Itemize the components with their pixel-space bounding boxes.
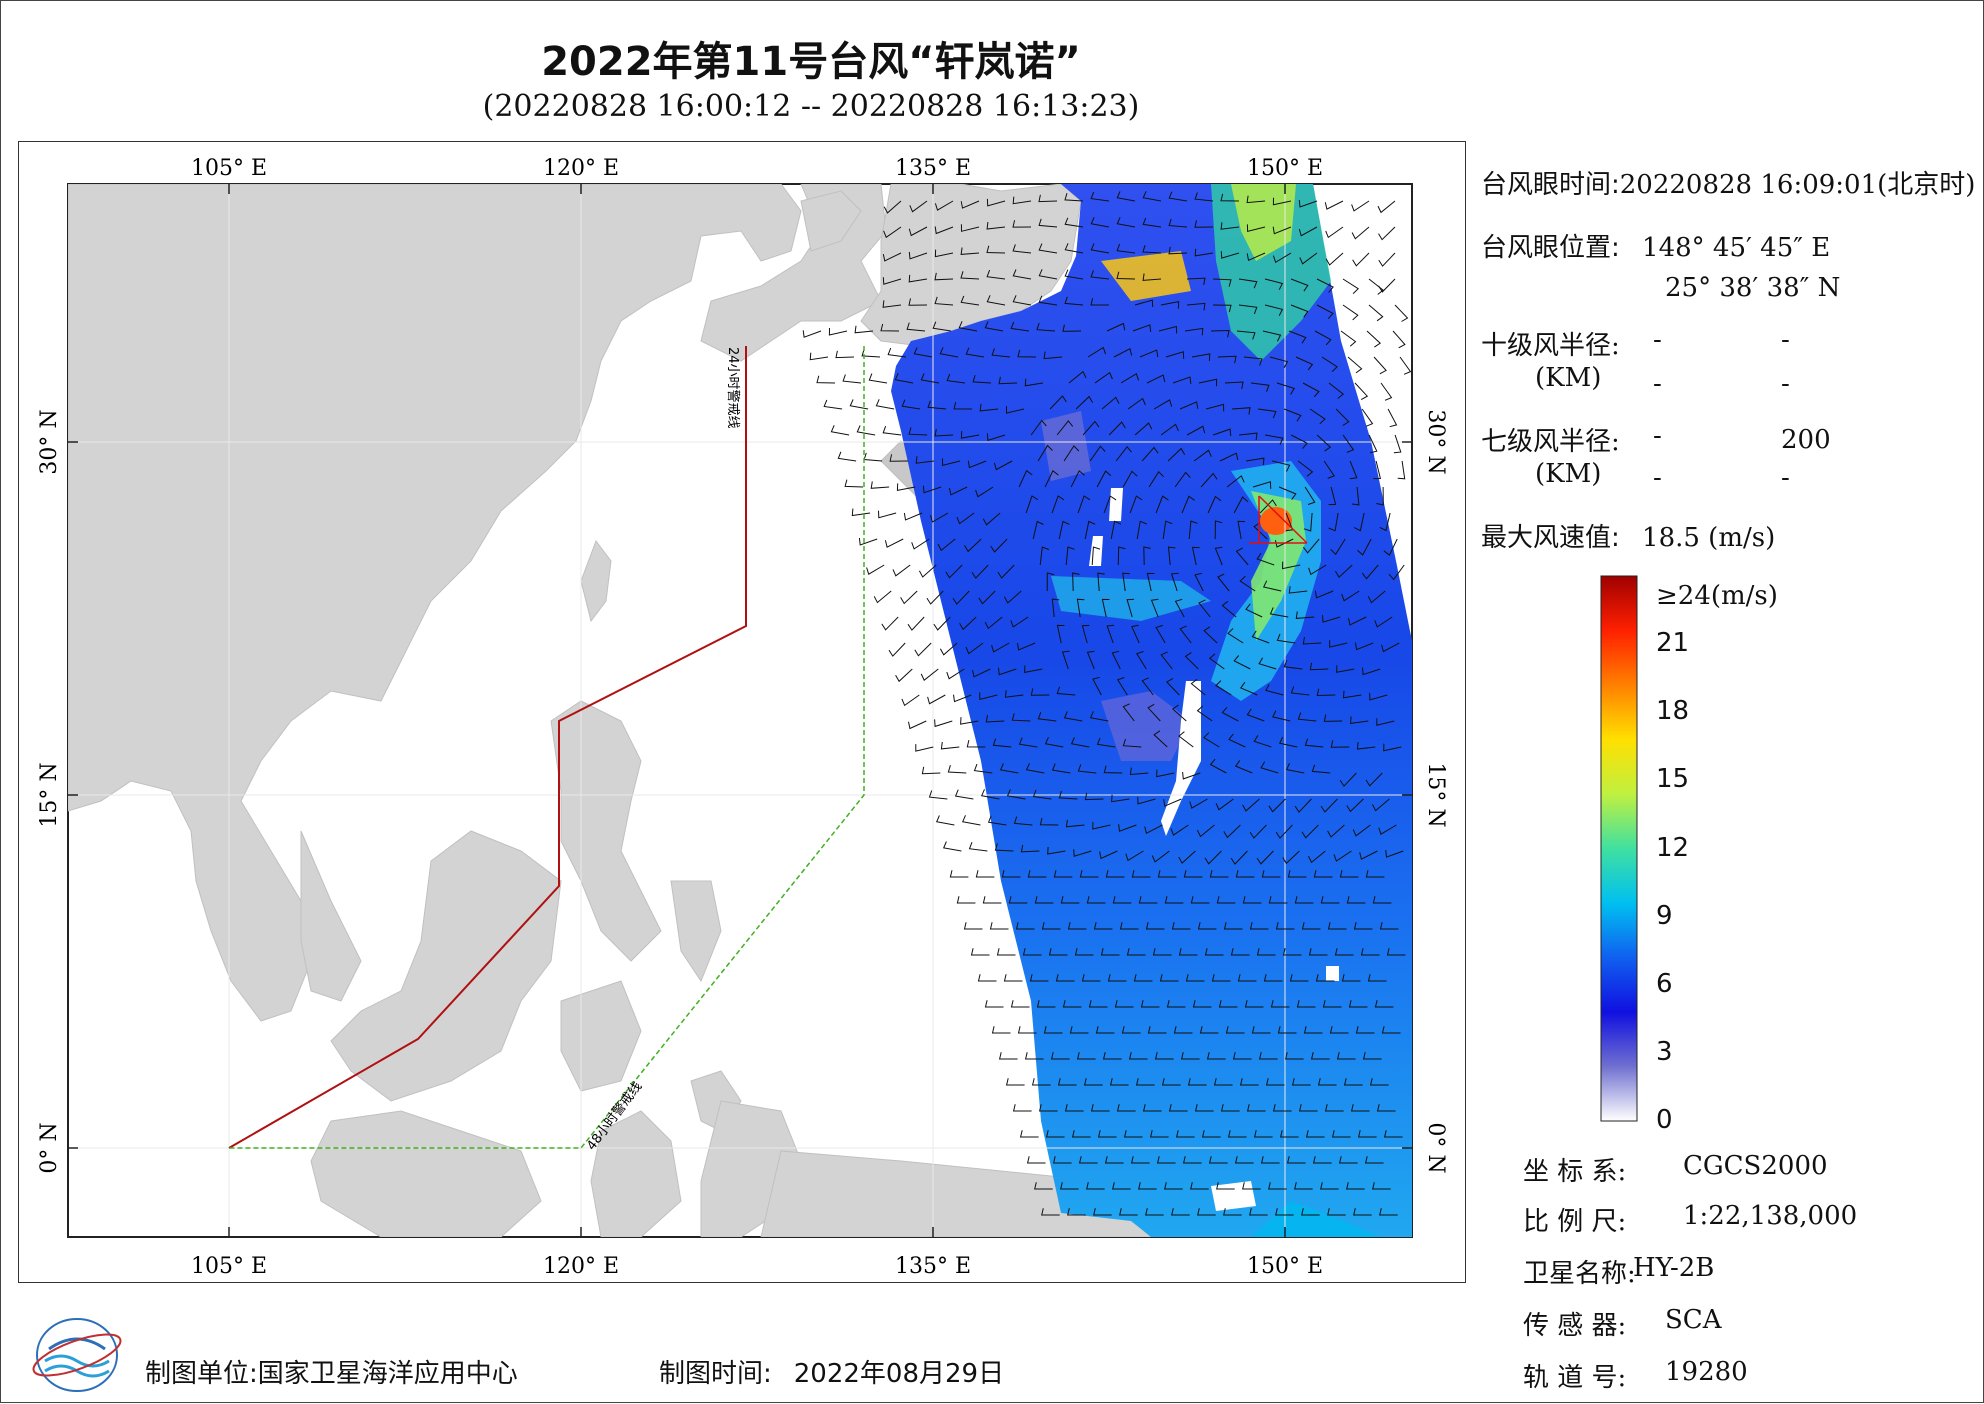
warning-label-24h: 24小时警戒线	[725, 347, 741, 429]
lon-label-top-120: 120° E	[543, 156, 619, 181]
lon-label-top-135: 135° E	[895, 156, 971, 181]
satellite-value: HY-2B	[1633, 1253, 1715, 1283]
crs-value: CGCS2000	[1683, 1151, 1828, 1181]
r7-value-se: 200	[1781, 425, 1831, 455]
r10-unit: (KM)	[1535, 363, 1602, 393]
sensor-label: 传 感 器:	[1523, 1311, 1627, 1341]
footer-unit-label: 制图单位:	[145, 1359, 258, 1389]
r10-value-nw: -	[1781, 369, 1790, 399]
orbit-value: 19280	[1665, 1357, 1748, 1387]
eye-longitude: 148° 45′ 45″ E	[1642, 233, 1831, 263]
lon-label-bottom-105: 105° E	[191, 1254, 267, 1279]
eye-time-row: 台风眼时间:20220828 16:09:01(北京时)	[1481, 164, 1975, 201]
lon-label-bottom-120: 120° E	[543, 1254, 619, 1279]
sensor-value: SCA	[1665, 1305, 1722, 1335]
footer-time-value: 2022年08月29日	[793, 1359, 1005, 1389]
colorbar-tick-12: 12	[1656, 832, 1690, 863]
map-frame	[18, 141, 1466, 1283]
eye-position-row: 台风眼位置: 148° 45′ 45″ E	[1481, 227, 1830, 264]
eye-position-label: 台风眼位置:	[1481, 233, 1620, 263]
eye-time-value: 20220828 16:09:01(北京时)	[1619, 170, 1976, 200]
colorbar-tick-3: 3	[1656, 1036, 1673, 1067]
map-subtitle: (20220828 16:00:12 -- 20220828 16:13:23)	[482, 89, 1140, 124]
r10-value-se: -	[1781, 325, 1790, 355]
colorbar-tick-15: 15	[1656, 764, 1690, 795]
colorbar-tick-18: 18	[1656, 696, 1690, 727]
typhoon-eye-marker	[1249, 495, 1308, 544]
warning-line-24h	[228, 346, 747, 1149]
land-masses	[68, 184, 1302, 1237]
lon-label-top-105: 105° E	[191, 156, 267, 181]
warning-line-48h	[229, 346, 865, 1149]
r7-unit: (KM)	[1535, 459, 1602, 489]
r7-label: 七级风半径:	[1481, 427, 1620, 457]
nsoas-logo	[32, 1318, 122, 1392]
colorbar-tick-0: 0	[1656, 1105, 1673, 1135]
lat-label-left-30: 30° N	[37, 409, 62, 474]
graticule	[68, 184, 1412, 1237]
satellite-label: 卫星名称:	[1523, 1259, 1636, 1289]
colorbar-ramp	[1600, 575, 1638, 1122]
footer-time: 制图时间: 2022年08月29日	[659, 1353, 1004, 1390]
lat-label-right-30: 30° N	[1423, 409, 1448, 474]
map-title: 2022年第11号台风“轩岚诺”	[541, 39, 1081, 85]
lon-label-bottom-135: 135° E	[895, 1254, 971, 1279]
scale-label: 比 例 尺:	[1523, 1207, 1627, 1237]
crs-label: 坐 标 系:	[1523, 1157, 1627, 1187]
footer-time-label: 制图时间:	[659, 1359, 772, 1389]
lat-label-left-0: 0° N	[37, 1122, 62, 1173]
r10-value-sw: -	[1653, 369, 1662, 399]
lat-label-right-0: 0° N	[1423, 1122, 1448, 1173]
r7-value-nw: -	[1781, 463, 1790, 493]
r7-value-ne: -	[1653, 421, 1662, 451]
wind-speed-swath	[811, 184, 1412, 1237]
lat-label-left-15: 15° N	[37, 762, 62, 827]
r10-value-ne: -	[1653, 325, 1662, 355]
colorbar-tick-9: 9	[1656, 900, 1673, 931]
wind-barbs	[802, 191, 1412, 1216]
axis-ticks	[68, 184, 1412, 1237]
lon-label-top-150: 150° E	[1247, 156, 1323, 181]
scale-value: 1:22,138,000	[1683, 1201, 1858, 1231]
footer-unit-value: 国家卫星海洋应用中心	[257, 1359, 518, 1389]
max-wind-value: 18.5 (m/s)	[1642, 523, 1776, 553]
max-wind-label: 最大风速值:	[1481, 523, 1620, 553]
colorbar-title: ≥24(m/s)	[1656, 581, 1778, 611]
orbit-label: 轨 道 号:	[1523, 1363, 1627, 1393]
lon-label-bottom-150: 150° E	[1247, 1254, 1323, 1279]
max-wind-row: 最大风速值: 18.5 (m/s)	[1481, 517, 1775, 554]
lat-label-right-15: 15° N	[1423, 762, 1448, 827]
eye-time-label: 台风眼时间:	[1481, 170, 1620, 200]
footer-unit: 制图单位:国家卫星海洋应用中心	[145, 1353, 518, 1390]
r7-value-sw: -	[1653, 463, 1662, 493]
colorbar-tick-21: 21	[1656, 628, 1690, 659]
r10-label: 十级风半径:	[1481, 331, 1620, 361]
colorbar	[1600, 575, 1638, 1122]
colorbar-tick-6: 6	[1656, 968, 1673, 999]
eye-latitude: 25° 38′ 38″ N	[1665, 273, 1841, 303]
